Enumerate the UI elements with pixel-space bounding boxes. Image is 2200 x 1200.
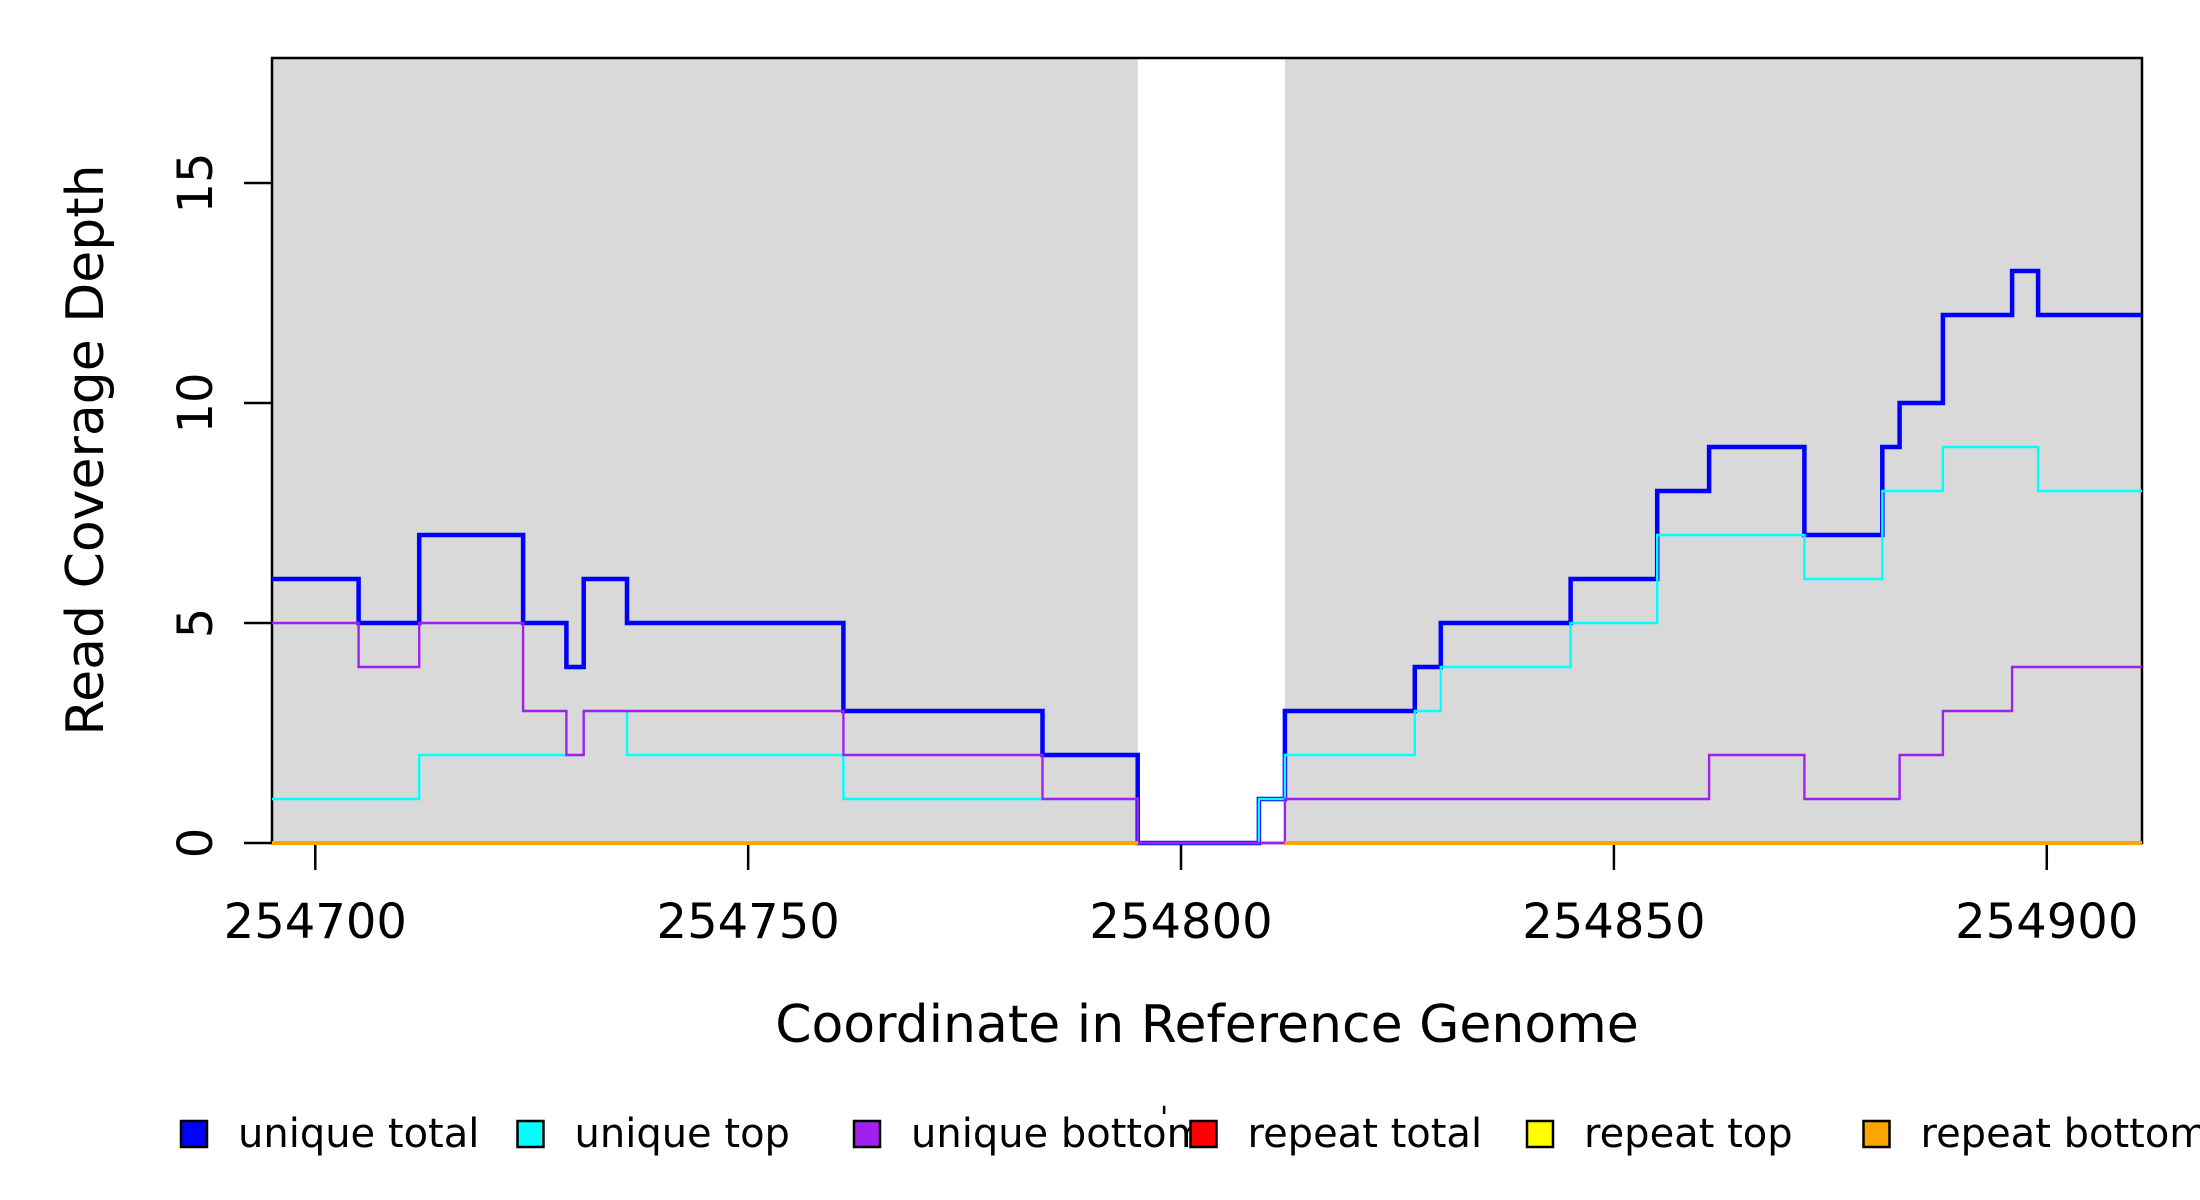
series-unique_bottom-line [272,621,2142,845]
series-unique_total-line [272,268,2142,846]
series-unique_top-line [272,445,2142,845]
legend-label: repeat bottom [1921,1111,2200,1157]
legend-swatch-unique-top [516,1119,545,1149]
legend-label: repeat top [1584,1111,1793,1157]
legend-item: unique bottom [852,1111,1206,1157]
series-layer [272,268,2142,846]
legend-item: unique total [179,1111,479,1157]
legend-swatch-repeat-total [1189,1119,1218,1149]
legend-swatch-unique-bottom [852,1119,882,1149]
x-tick-label: 254700 [224,894,407,950]
stray-mark: ' [1160,1101,1168,1136]
x-tick-label: 254750 [657,894,840,950]
x-tick-label: 254900 [1955,894,2138,950]
legend-swatch-unique-total [179,1119,209,1149]
legend: unique total unique top unique bottom repea… [179,1111,2200,1157]
legend-label: unique bottom [911,1111,1206,1157]
y-tick-label: 5 [168,608,224,639]
x-tick-label: 254850 [1522,894,1705,950]
legend-item: unique top [516,1111,790,1157]
axis-layer: 254700 254750 254800 254850 254900 0 5 10 15 [168,152,2138,950]
legend-item: repeat bottom [1862,1111,2200,1157]
x-tick-label: 254800 [1089,894,1272,950]
y-tick-label: 10 [168,372,224,433]
legend-label: unique total [238,1111,479,1157]
y-tick-label: 0 [168,828,224,859]
legend-item: repeat top [1525,1111,1793,1157]
legend-item: repeat total [1189,1111,1483,1157]
plot-background [272,58,1138,843]
plot-background-layer [272,58,2142,843]
legend-swatch-repeat-bottom [1862,1119,1891,1149]
legend-label: unique top [575,1111,790,1157]
y-axis-title: Read Coverage Depth [56,164,116,735]
plot-background [1284,58,2142,843]
legend-label: repeat total [1248,1111,1483,1157]
y-tick-label: 15 [168,152,224,213]
legend-swatch-repeat-top [1525,1119,1555,1149]
x-axis-title: Coordinate in Reference Genome [775,995,1639,1055]
